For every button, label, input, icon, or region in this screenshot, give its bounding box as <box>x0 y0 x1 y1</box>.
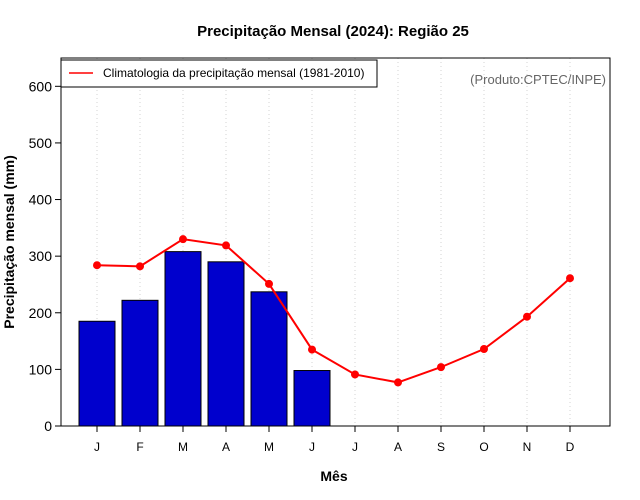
climatology-point <box>308 345 316 354</box>
climatology-line <box>96 238 571 384</box>
x-tick-label: M <box>178 440 188 454</box>
climatology-point <box>523 312 531 321</box>
bar <box>164 251 202 427</box>
y-tick-label: 0 <box>44 418 52 434</box>
x-tick-label: A <box>222 440 230 454</box>
x-tick-label: S <box>437 440 445 454</box>
x-tick-label: M <box>264 440 274 454</box>
y-tick-label: 100 <box>29 361 53 377</box>
y-axis-title: Precipitação mensal (mm) <box>1 155 17 329</box>
bar <box>250 291 288 427</box>
climatology-point <box>394 378 402 387</box>
bar <box>207 261 245 427</box>
legend-box <box>60 59 378 88</box>
y-tick-label: 600 <box>29 78 53 94</box>
x-tick-label: O <box>479 440 488 454</box>
x-tick-label: J <box>309 440 315 454</box>
bar <box>121 299 159 427</box>
y-tick-label: 500 <box>29 135 53 151</box>
x-tick-label: J <box>94 440 100 454</box>
legend-label-climatology: Climatologia da precipitação mensal (198… <box>103 66 364 80</box>
x-tick-label: N <box>523 440 532 454</box>
chart-title: Precipitação Mensal (2024): Região 25 <box>197 23 469 40</box>
climatology-point <box>222 241 230 250</box>
climatology-point <box>437 363 445 372</box>
y-axis: 0 100 200 300 400 500 600 <box>29 78 61 434</box>
y-tick-label: 300 <box>29 248 53 264</box>
climatology-point <box>93 261 101 270</box>
bar <box>78 320 116 427</box>
x-tick-label: A <box>394 440 402 454</box>
y-tick-label: 400 <box>29 192 53 208</box>
legend: Climatologia da precipitação mensal (198… <box>60 59 378 88</box>
bar-series <box>78 251 331 427</box>
x-axis-title: Mês <box>320 468 347 484</box>
climatology-point <box>351 370 359 379</box>
climatology-point <box>179 235 187 244</box>
source-credit: (Produto:CPTEC/INPE) <box>470 72 606 87</box>
bar <box>293 370 331 427</box>
climatology-point <box>136 262 144 271</box>
x-tick-label: J <box>352 440 358 454</box>
climatology-point <box>566 274 574 283</box>
climatology-series <box>93 235 574 387</box>
plot-frame <box>60 57 611 427</box>
x-tick-label: D <box>566 440 575 454</box>
climatology-point <box>265 279 273 288</box>
y-tick-label: 200 <box>29 305 53 321</box>
climatology-point <box>480 345 488 354</box>
x-tick-label: F <box>136 440 143 454</box>
